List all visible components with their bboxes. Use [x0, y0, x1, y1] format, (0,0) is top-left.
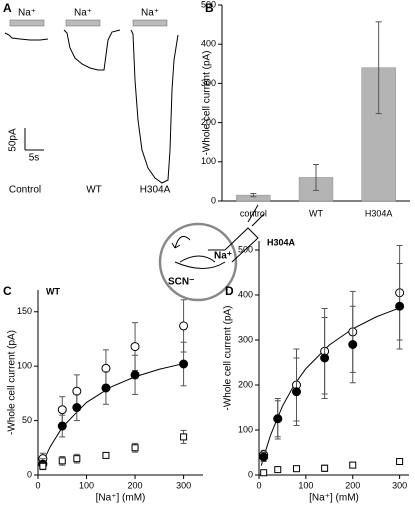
- point: [395, 301, 405, 311]
- condition-label: Control: [9, 185, 41, 196]
- scale-label: 50pA: [8, 128, 19, 152]
- ion-label: Na⁺: [214, 251, 232, 262]
- x-tick-label: WT: [309, 208, 323, 218]
- panel-label: D: [225, 284, 234, 298]
- y-axis-label: -Whole cell current (pA): [7, 330, 18, 435]
- y-tick-label: 0: [211, 195, 216, 205]
- point: [179, 359, 189, 369]
- y-tick-label: 500: [238, 244, 253, 254]
- y-tick-label: 50: [22, 415, 32, 425]
- y-tick-label: 100: [17, 361, 32, 371]
- x-tick-label: 100: [79, 480, 94, 490]
- y-tick-label: 100: [238, 424, 253, 434]
- y-tick-label: 400: [238, 289, 253, 299]
- panel-label: A: [3, 1, 12, 15]
- scale-bar: [24, 128, 44, 151]
- point: [180, 433, 188, 441]
- stimulus-bars: [9, 19, 168, 27]
- point: [130, 370, 140, 380]
- y-tick-label: 150: [17, 306, 32, 316]
- point: [57, 405, 67, 415]
- point: [348, 340, 358, 349]
- cell-diagram: [158, 204, 265, 302]
- traces: [4, 29, 179, 184]
- point: [260, 469, 268, 477]
- point: [396, 458, 404, 465]
- point: [292, 387, 301, 397]
- x-tick-label: 200: [128, 480, 143, 490]
- y-tick-label: 200: [238, 379, 253, 389]
- condition-label: WT: [86, 185, 102, 196]
- stimulus-label: Na⁺: [74, 8, 92, 19]
- y-axis-label: -Whole cell current (pA): [223, 305, 234, 410]
- y-tick-label: 100: [201, 156, 216, 166]
- y-tick-label: 0: [27, 469, 32, 479]
- anion-label: SCN⁻: [168, 277, 194, 288]
- point: [293, 465, 300, 473]
- point: [57, 421, 67, 431]
- point: [58, 457, 66, 465]
- y-tick-label: 500: [201, 0, 216, 9]
- point: [39, 462, 47, 470]
- condition-label: H304A: [140, 185, 171, 196]
- x-axis-label: [Na⁺] (mM): [96, 493, 146, 504]
- point: [274, 466, 282, 474]
- point: [130, 342, 140, 352]
- point: [259, 452, 269, 462]
- y-tick-label: 400: [201, 39, 216, 49]
- x-tick-label: 0: [256, 480, 261, 490]
- point: [73, 455, 81, 463]
- point: [72, 403, 82, 413]
- panel-title: WT: [46, 286, 60, 296]
- scale-label: 5s: [29, 153, 40, 164]
- y-tick-label: 200: [201, 117, 216, 127]
- panel-title: H304A: [267, 237, 296, 247]
- point: [320, 353, 330, 363]
- point: [273, 414, 283, 424]
- point: [131, 444, 139, 452]
- x-tick-label: 0: [35, 480, 40, 490]
- y-tick-label: 300: [201, 78, 216, 88]
- point: [102, 451, 110, 459]
- panel-label: C: [3, 284, 12, 298]
- point: [101, 383, 111, 393]
- y-axis-label: -Whole cell current (pA): [202, 50, 213, 155]
- x-axis-label: [Na⁺] (mM): [309, 493, 359, 504]
- x-tick-label: 200: [345, 480, 360, 490]
- x-tick-label: 300: [176, 480, 191, 490]
- fit-curve: [260, 307, 400, 466]
- point: [321, 464, 329, 472]
- x-tick-label: H304A: [365, 208, 393, 218]
- y-tick-label: 300: [238, 334, 253, 344]
- x-tick-label: control: [240, 208, 267, 218]
- stimulus-label: Na⁺: [18, 8, 36, 19]
- panel-label: B: [205, 1, 214, 15]
- point: [179, 321, 189, 331]
- x-tick-label: 100: [298, 480, 313, 490]
- x-tick-label: 300: [392, 480, 407, 490]
- stimulus-label: Na⁺: [141, 8, 159, 19]
- point: [349, 461, 357, 469]
- y-tick-label: 0: [248, 469, 253, 479]
